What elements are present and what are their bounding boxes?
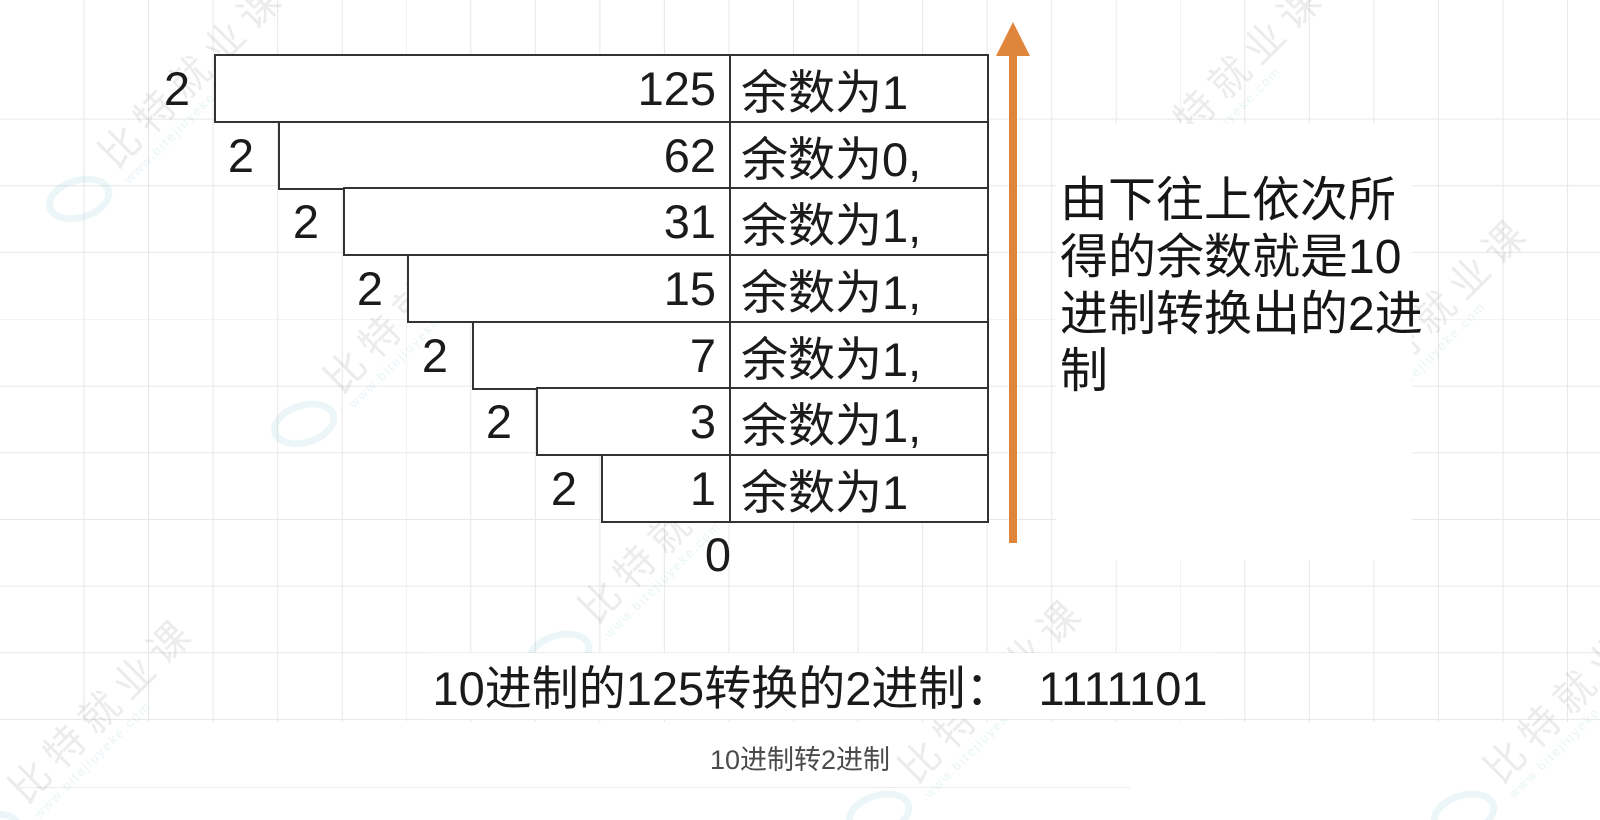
note-line: 由下往上依次所 [1060,174,1397,227]
divisor-label: 2 [421,329,449,382]
remainder-cell: 余数为1 [729,54,989,123]
remainder-cell: 余数为1, [729,321,989,390]
note-text: 由下往上依次所 得的余数就是10 进制转换出的2进 制 [1060,172,1440,400]
remainder-cell: 余数为1, [729,254,989,323]
grid-line-bottom [20,787,1130,788]
formula-background-panel [426,653,1220,719]
up-arrow-icon [996,22,1030,56]
diagram-caption: 10进制转2进制 [709,745,891,775]
note-line: 得的余数就是10 [1060,231,1402,284]
division-row: 2 15 余数为1, [0,254,989,323]
watermark-logo-icon [0,802,28,820]
divisor-label: 2 [227,129,255,182]
watermark-logo-icon [840,782,918,820]
up-arrow-shaft [1009,52,1017,543]
divisor-label: 2 [550,462,578,515]
division-row: 2 3 余数为1, [0,387,989,456]
remainder-cell: 余数为1 [729,454,989,523]
remainder-cell: 余数为0, [729,121,989,190]
divisor-label: 2 [292,195,320,248]
division-row: 2 1 余数为1 [0,454,989,523]
division-row: 2 62 余数为0, [0,121,989,190]
division-row: 2 125 余数为1 [0,54,989,123]
divisor-label: 2 [485,395,513,448]
quotient-cell: 3 [536,387,731,456]
note-background-panel [1056,124,1412,560]
division-row: 2 31 余数为1, [0,187,989,256]
remainder-cell: 余数为1, [729,387,989,456]
division-row: 2 7 余数为1, [0,321,989,390]
note-line: 制 [1060,345,1109,398]
quotient-cell: 15 [407,254,731,323]
watermark-logo-icon [1425,782,1503,820]
quotient-cell: 7 [472,321,731,390]
final-quotient: 0 [704,527,731,581]
remainder-cell: 余数为1, [729,187,989,256]
note-line: 进制转换出的2进 [1060,288,1423,341]
divisor-label: 2 [356,262,384,315]
quotient-cell: 31 [343,187,731,256]
conversion-result: 10进制的125转换的2进制： 1111101 [432,661,1208,715]
quotient-cell: 125 [214,54,731,123]
quotient-cell: 1 [601,454,731,523]
quotient-cell: 62 [278,121,731,190]
divisor-label: 2 [163,62,191,115]
